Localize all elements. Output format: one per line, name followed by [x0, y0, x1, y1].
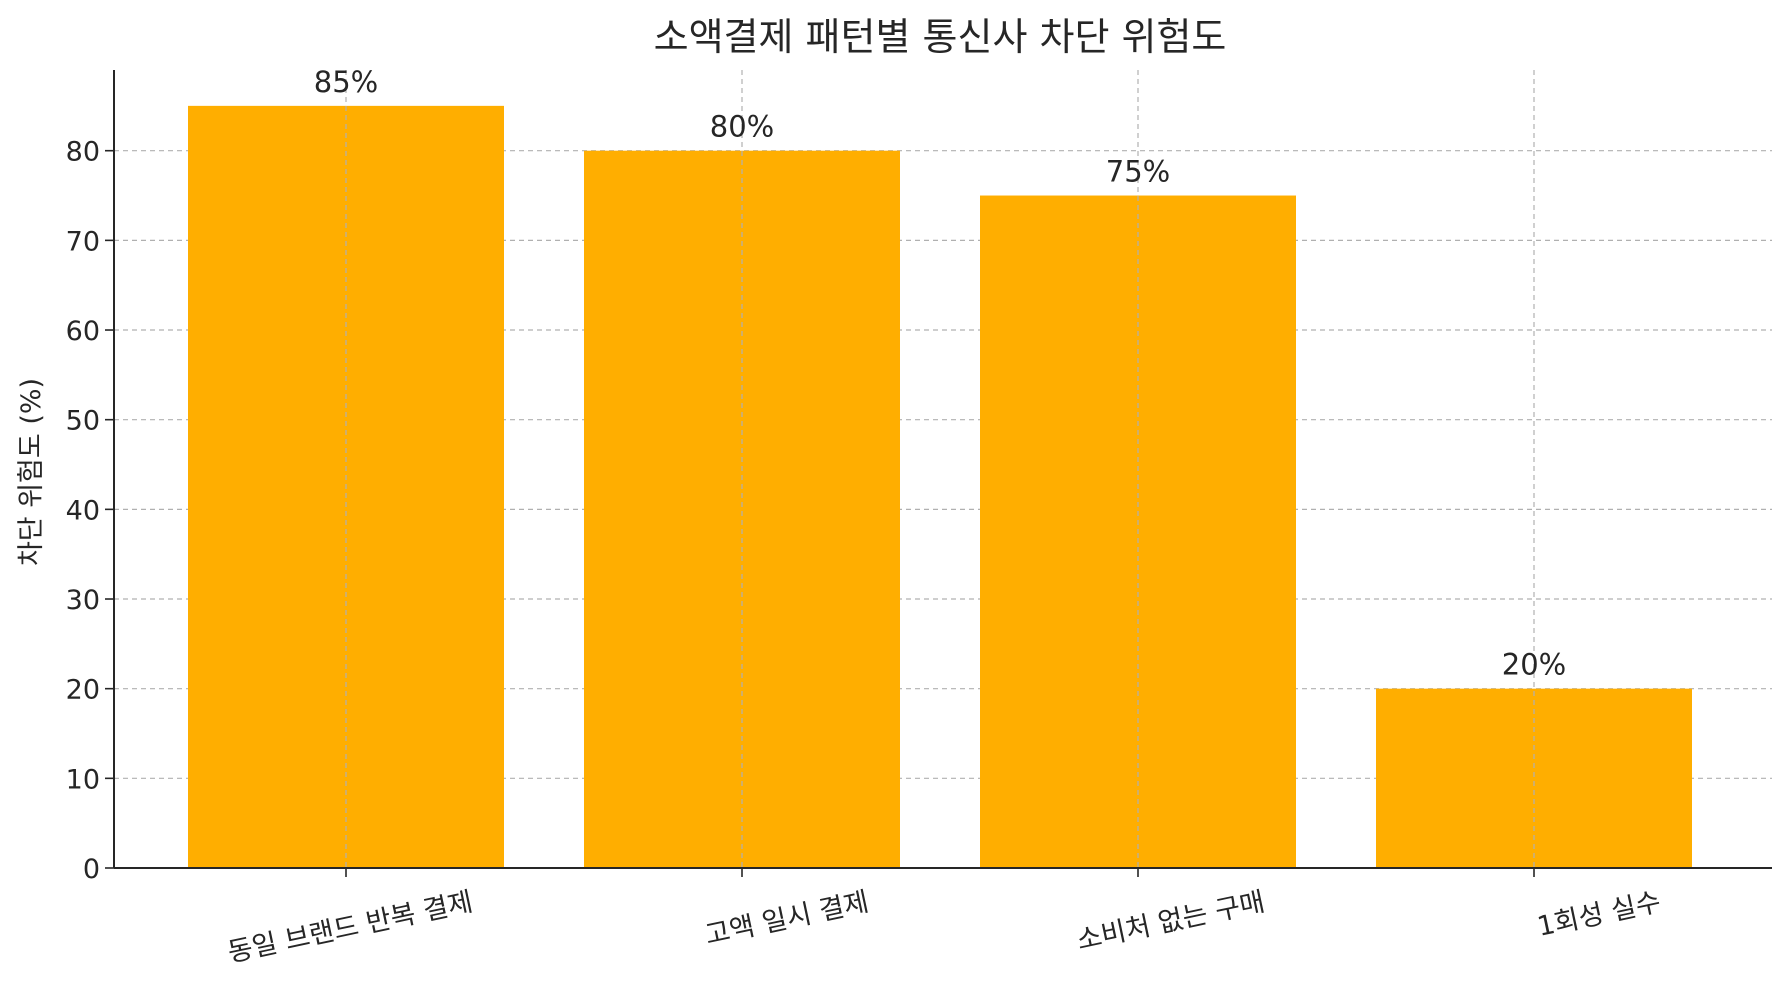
- data-labels: 85% 80% 75% 20%: [314, 65, 1566, 682]
- axes: [105, 70, 1772, 877]
- bar-value-label: 20%: [1502, 648, 1566, 682]
- vertical-grid-lines: [345, 70, 1535, 868]
- y-tick-label: 10: [66, 764, 100, 795]
- bar: [1376, 688, 1692, 868]
- y-tick-label: 30: [66, 585, 100, 616]
- x-tick-labels: 동일 브랜드 반복 결제 고액 일시 결제 소비처 없는 구매 1회성 실수: [225, 887, 1663, 969]
- y-tick-label: 50: [66, 406, 100, 437]
- y-tick-label: 40: [66, 495, 100, 526]
- bar: [584, 150, 900, 868]
- chart-title: 소액결제 패턴별 통신사 차단 위험도: [654, 15, 1227, 59]
- bar-value-label: 75%: [1106, 155, 1170, 189]
- bar-value-label: 80%: [710, 110, 774, 144]
- y-tick-label: 70: [66, 226, 100, 257]
- y-axis-label: 차단 위험도 (%): [16, 378, 47, 566]
- y-tick-label: 60: [66, 316, 100, 347]
- x-tick-label: 동일 브랜드 반복 결제: [225, 887, 475, 969]
- x-tick-label: 고액 일시 결제: [702, 887, 871, 952]
- bar-value-label: 85%: [314, 65, 378, 99]
- y-tick-label: 80: [66, 137, 100, 168]
- y-tick-labels: 0 10 20 30 40 50 60 70 80: [66, 137, 100, 885]
- y-tick-label: 0: [83, 854, 100, 885]
- x-tick-label: 1회성 실수: [1535, 887, 1664, 943]
- bars: [188, 105, 1692, 869]
- y-tick-label: 20: [66, 675, 100, 706]
- x-tick-label: 소비처 없는 구매: [1074, 887, 1267, 957]
